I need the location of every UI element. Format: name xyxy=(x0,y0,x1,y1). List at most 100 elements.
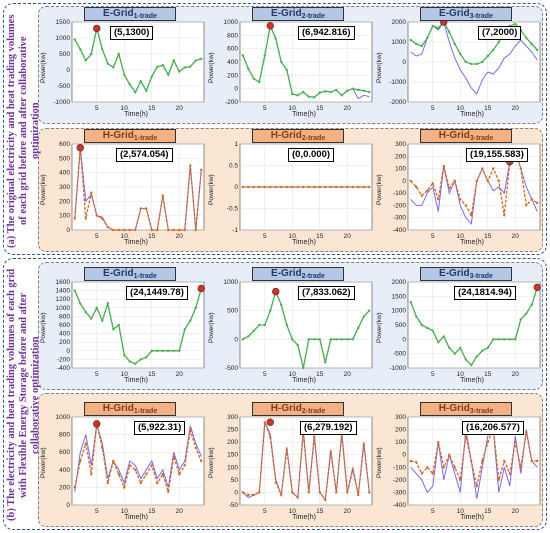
chart-title-main: H-Grid xyxy=(438,130,470,141)
data-point xyxy=(503,214,506,217)
data-point xyxy=(134,91,137,94)
data-point xyxy=(459,52,462,56)
data-point xyxy=(189,429,192,432)
data-point xyxy=(335,338,338,341)
y-tick-label: 1400 xyxy=(56,288,71,295)
data-point xyxy=(247,335,250,338)
y-tick-label: 100 xyxy=(395,439,406,446)
data-point xyxy=(307,185,310,189)
data-point xyxy=(274,37,277,40)
chart-panel-b-h2: 300 250 200 150 100 50 0 -50 5 10 15 20 H-Grid2-trad… xyxy=(208,402,378,523)
chart-svg: 1500 1000 500 0 -500 -1000 5 10 15 20 xyxy=(53,19,205,112)
data-point xyxy=(296,185,299,189)
peak-callout: (5,922.31) xyxy=(134,421,186,435)
data-point xyxy=(296,496,299,499)
y-tick-label: 200 xyxy=(59,198,70,205)
data-point xyxy=(84,310,87,314)
y-tick-label: -50 xyxy=(229,502,239,509)
data-point xyxy=(508,338,511,341)
data-point xyxy=(90,52,93,56)
x-tick-label: 5 xyxy=(95,508,99,515)
data-point xyxy=(285,448,288,451)
data-point xyxy=(324,90,327,93)
chart-title-main: E-Grid xyxy=(439,8,470,19)
data-point xyxy=(123,486,126,489)
data-point xyxy=(84,217,87,220)
y-tick-label: -300 xyxy=(393,489,406,496)
y-tick-label: 0 xyxy=(66,227,70,234)
data-point xyxy=(247,185,250,189)
data-point xyxy=(415,42,418,46)
data-point xyxy=(145,207,148,210)
data-point xyxy=(280,185,283,189)
chart-panel-b-e1: 1600 1400 1200 1000 800 600 400 200 0 -200 -400 5 10… xyxy=(40,267,210,386)
data-point xyxy=(329,451,332,454)
chart-panel-a-h3: 300 200 100 0 -100 -200 -300 -400 5 10 15 20 H-Grid3… xyxy=(376,129,546,248)
data-point xyxy=(101,48,104,51)
chart-panel-b-e3: 2000 1500 1000 500 0 -500 -1000 5 10 15 20 E-Grid3-… xyxy=(376,267,546,386)
data-point xyxy=(112,228,115,232)
y-axis-label: Power(kw) xyxy=(208,174,215,206)
x-tick-label: 20 xyxy=(512,233,520,240)
data-point xyxy=(117,323,120,327)
peak-marker xyxy=(266,22,274,30)
y-tick-label: 200 xyxy=(59,484,70,491)
x-tick-label: 20 xyxy=(176,233,184,240)
chart-title: H-Grid3-trade xyxy=(420,402,512,416)
chart-title: E-Grid1-trade xyxy=(84,267,176,281)
data-point xyxy=(123,73,126,77)
y-tick-label: -500 xyxy=(393,351,406,358)
data-point xyxy=(415,461,418,464)
data-point xyxy=(335,88,338,92)
y-axis-label: Power(kw) xyxy=(40,312,47,344)
y-tick-label: 1000 xyxy=(224,19,239,26)
data-point xyxy=(258,185,261,189)
x-tick-label: 10 xyxy=(121,105,129,112)
data-point xyxy=(263,421,266,424)
x-tick-label: 20 xyxy=(344,105,352,112)
data-point xyxy=(123,228,126,232)
data-point xyxy=(368,185,371,189)
y-tick-label: -300 xyxy=(393,215,406,222)
data-point xyxy=(431,472,434,475)
data-point xyxy=(106,302,109,305)
y-tick-label: 1000 xyxy=(56,35,71,42)
x-tick-label: 15 xyxy=(484,371,492,378)
y-tick-label: 100 xyxy=(227,464,238,471)
data-point xyxy=(346,185,349,189)
chart-title-sub: 2-trade xyxy=(301,408,326,415)
y-axis-label: Power(kw) xyxy=(376,52,383,84)
data-point xyxy=(90,191,93,194)
data-point xyxy=(437,26,440,30)
y-tick-label: 1000 xyxy=(392,308,407,315)
data-point xyxy=(475,179,478,183)
data-point xyxy=(241,338,244,341)
data-point xyxy=(318,491,321,494)
data-point xyxy=(145,89,148,93)
data-point xyxy=(519,167,522,170)
data-point xyxy=(351,87,354,90)
x-tick-label: 10 xyxy=(457,105,465,112)
y-tick-label: 200 xyxy=(395,427,406,434)
y-tick-label: 0 xyxy=(402,336,406,343)
data-point xyxy=(150,349,153,352)
data-point xyxy=(101,446,104,449)
data-point xyxy=(525,204,528,207)
y-tick-label: -400 xyxy=(57,365,70,372)
data-point xyxy=(285,185,288,189)
data-point xyxy=(161,473,164,476)
chart-title-sub: 3-trade xyxy=(469,408,494,415)
chart-title: H-Grid2-trade xyxy=(252,129,344,143)
data-point xyxy=(525,312,528,315)
y-tick-label: 300 xyxy=(59,184,70,191)
data-point xyxy=(525,36,528,40)
data-point xyxy=(351,338,354,341)
data-point xyxy=(415,185,418,189)
x-axis-label: Time(h) xyxy=(460,111,484,118)
data-point xyxy=(324,498,327,502)
y-tick-label: 0 xyxy=(234,336,238,343)
data-point xyxy=(178,70,181,73)
data-point xyxy=(128,360,131,363)
series-line-before xyxy=(74,423,202,492)
data-point xyxy=(497,179,500,183)
